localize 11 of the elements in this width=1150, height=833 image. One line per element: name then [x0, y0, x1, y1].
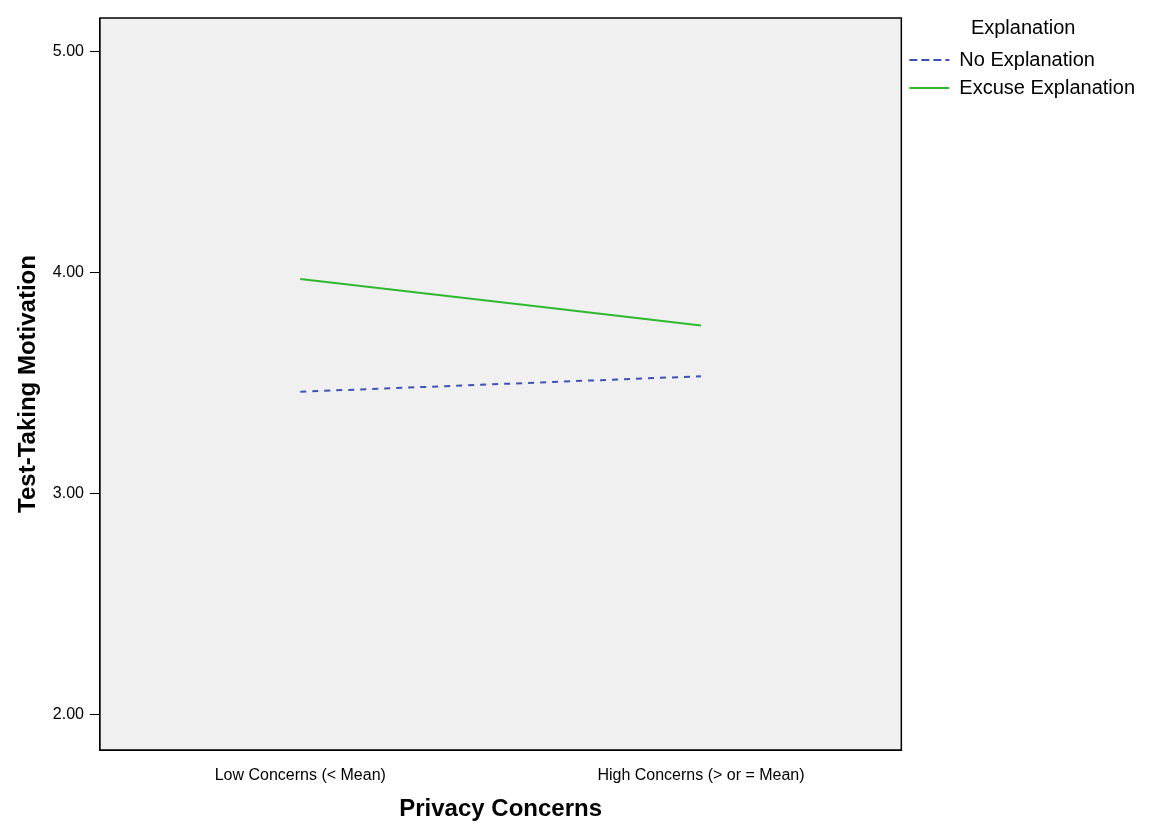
y-tick-label: 3.00	[52, 483, 85, 501]
legend-label: No Explanation	[959, 47, 1095, 70]
legend-title: Explanation	[970, 15, 1076, 38]
x-tick-label: Low Concerns (< Mean)	[214, 766, 386, 784]
y-tick-label: 4.00	[52, 262, 85, 280]
x-tick-label: High Concerns (> or = Mean)	[597, 766, 805, 784]
y-axis-title: Test-Taking Motivation	[13, 255, 41, 513]
x-axis-title: Privacy Concerns	[399, 794, 603, 822]
legend-label: Excuse Explanation	[959, 75, 1136, 98]
y-tick-label: 5.00	[52, 41, 85, 59]
y-tick-label: 2.00	[52, 705, 85, 723]
